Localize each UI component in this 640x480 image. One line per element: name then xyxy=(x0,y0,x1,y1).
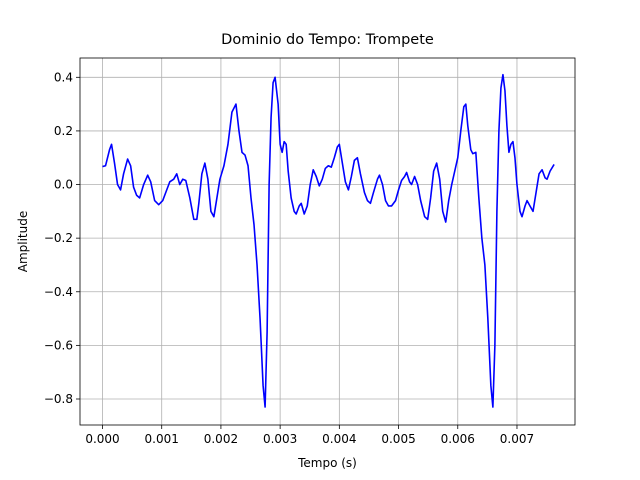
y-tick-label: −0.4 xyxy=(44,285,73,299)
x-tick-label: 0.007 xyxy=(500,432,534,446)
x-tick-label: 0.001 xyxy=(145,432,179,446)
x-tick-label: 0.002 xyxy=(204,432,238,446)
x-tick-label: 0.006 xyxy=(441,432,475,446)
x-tick-label: 0.003 xyxy=(263,432,297,446)
y-axis-label: Amplitude xyxy=(16,211,30,273)
plot-frame xyxy=(79,57,576,426)
y-tick-label: −0.2 xyxy=(44,231,73,245)
y-tick-label: 0.0 xyxy=(54,178,73,192)
data-line xyxy=(102,73,555,408)
y-tick-label: −0.6 xyxy=(44,338,73,352)
x-tick-label: 0.004 xyxy=(322,432,356,446)
y-tick-label: −0.8 xyxy=(44,392,73,406)
x-axis-label: Tempo (s) xyxy=(297,456,357,470)
x-tick-label: 0.005 xyxy=(381,432,415,446)
x-tick-label: 0.000 xyxy=(85,432,119,446)
chart-title: Dominio do Tempo: Trompete xyxy=(221,32,434,48)
y-tick-label: 0.2 xyxy=(54,124,73,138)
y-tick-label: 0.4 xyxy=(54,70,73,84)
